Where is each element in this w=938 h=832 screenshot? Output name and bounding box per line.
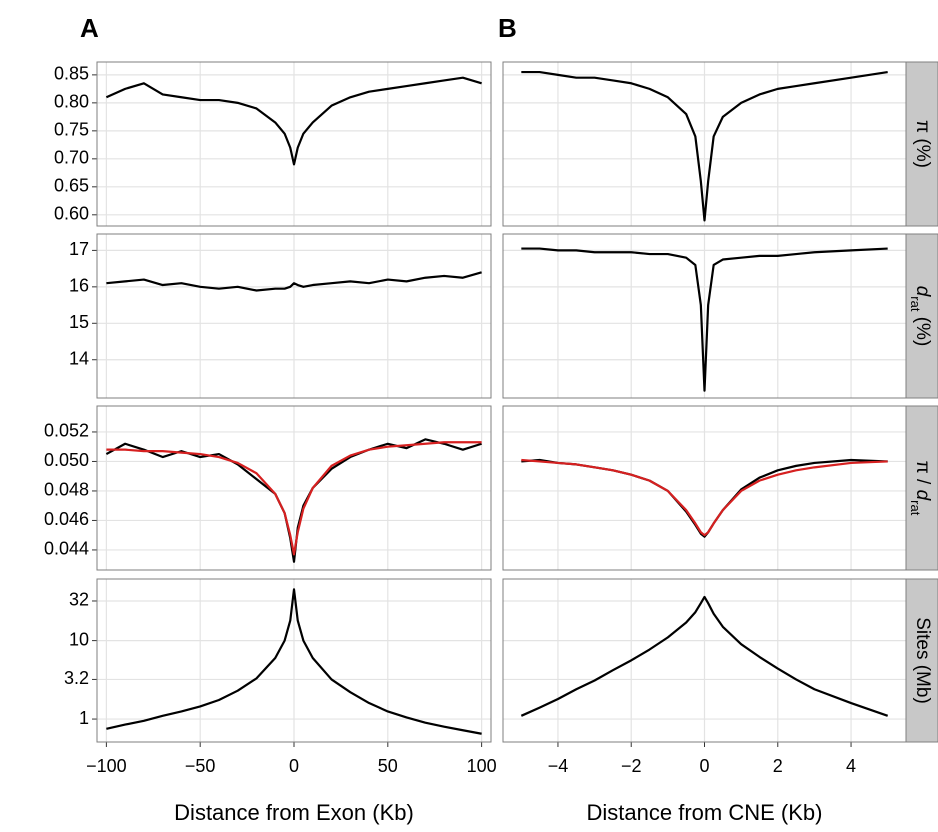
y-tick-label: 0.65 xyxy=(54,176,89,196)
strip-label-part: d xyxy=(912,490,933,502)
data-line xyxy=(106,271,482,292)
y-tick-label: 1 xyxy=(79,708,89,728)
x-tick-label: −50 xyxy=(185,756,216,776)
y-tick-label: 0.046 xyxy=(44,509,89,529)
y-tick-label: 0.60 xyxy=(54,204,89,224)
x-axis-title: Distance from CNE (Kb) xyxy=(587,800,823,825)
strip-label-part: (%) xyxy=(912,311,933,346)
strip-label-part: Sites (Mb) xyxy=(912,617,933,704)
x-axis-title: Distance from Exon (Kb) xyxy=(174,800,414,825)
y-tick-label: 3.2 xyxy=(64,668,89,688)
strip xyxy=(905,578,938,743)
x-tick-label: 0 xyxy=(699,756,709,776)
data-line xyxy=(520,595,889,717)
y-tick-label: 0.050 xyxy=(44,450,89,470)
data-line xyxy=(105,438,482,563)
panel-letter: B xyxy=(498,13,517,43)
data-line xyxy=(105,76,482,166)
y-tick-label: 16 xyxy=(69,276,89,296)
y-tick-label: 17 xyxy=(69,239,89,259)
x-tick-label: 0 xyxy=(289,756,299,776)
y-tick-label: 0.052 xyxy=(44,421,89,441)
y-tick-label: 32 xyxy=(69,590,89,610)
x-tick-label: 100 xyxy=(467,756,497,776)
panel-border xyxy=(96,578,492,743)
panel-border xyxy=(96,405,492,571)
data-line xyxy=(106,441,482,556)
y-tick-label: 14 xyxy=(69,348,89,368)
y-tick-label: 0.80 xyxy=(54,92,89,112)
data-line xyxy=(521,247,888,392)
data-line xyxy=(106,588,482,735)
x-tick-label: 2 xyxy=(773,756,783,776)
x-tick-label: −4 xyxy=(548,756,569,776)
strip xyxy=(905,61,938,227)
panel-border xyxy=(96,233,492,399)
strip-label-part: d xyxy=(912,286,933,298)
x-tick-label: 4 xyxy=(846,756,856,776)
strip-label: Sites (Mb) xyxy=(912,617,933,704)
strip-label: π (%) xyxy=(912,120,933,168)
strip xyxy=(905,405,938,571)
y-tick-label: 15 xyxy=(69,312,89,332)
y-tick-label: 0.75 xyxy=(54,120,89,140)
x-tick-label: 50 xyxy=(378,756,398,776)
y-tick-label: 0.85 xyxy=(54,64,89,84)
y-tick-label: 0.70 xyxy=(54,148,89,168)
data-line xyxy=(521,70,888,222)
y-tick-label: 0.044 xyxy=(44,539,89,559)
y-tick-label: 0.048 xyxy=(44,480,89,500)
data-line xyxy=(521,458,888,537)
strip-label: drat (%) xyxy=(908,286,933,347)
panel-letter: A xyxy=(80,13,99,43)
strip xyxy=(905,233,938,399)
x-tick-label: −2 xyxy=(621,756,642,776)
strip-label-part: π / xyxy=(912,461,933,490)
x-tick-label: −100 xyxy=(86,756,127,776)
strip-label-part: rat xyxy=(908,296,923,312)
panel-border xyxy=(96,61,492,227)
strip-label: π / drat xyxy=(908,461,933,516)
y-tick-label: 10 xyxy=(69,629,89,649)
strip-label-part: rat xyxy=(908,500,923,516)
strip-label-part: π (%) xyxy=(912,120,933,168)
